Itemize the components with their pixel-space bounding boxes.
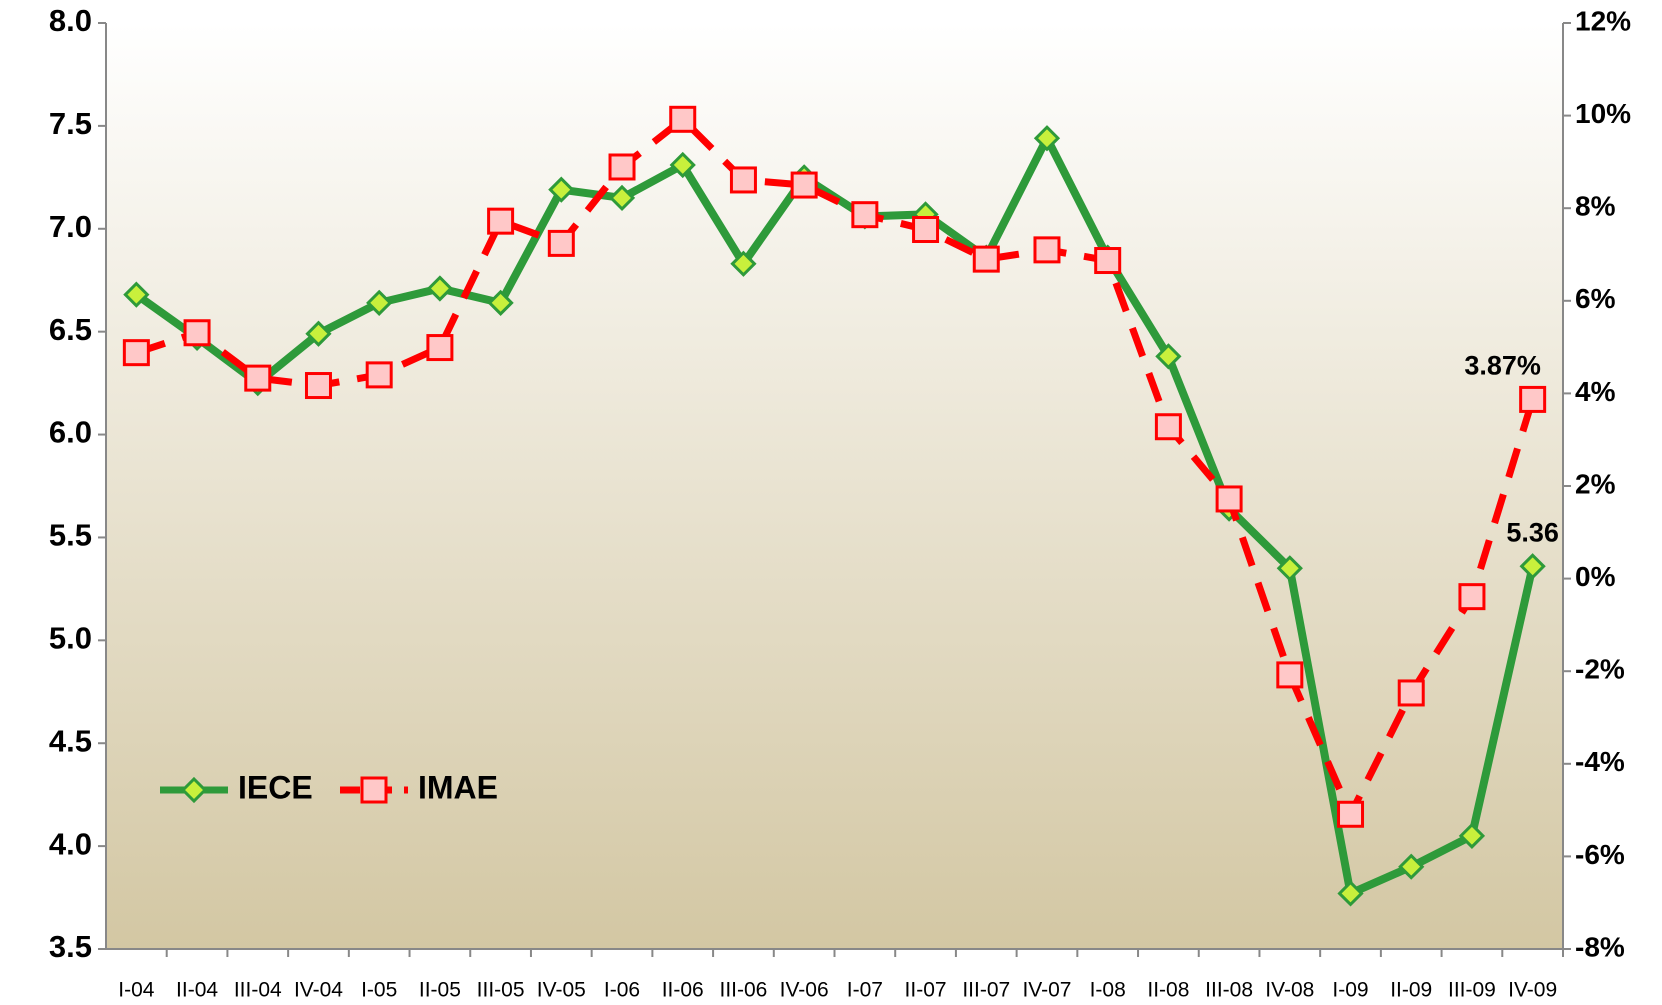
diamond-marker [305, 320, 332, 347]
diamond-marker [1033, 125, 1061, 152]
square-marker [972, 245, 1000, 273]
square-marker [912, 215, 940, 243]
x-tick-label: III-07 [962, 979, 1010, 1002]
square-marker [1154, 413, 1182, 441]
square-marker [790, 171, 818, 199]
square-marker [608, 153, 636, 181]
square-marker [426, 334, 454, 362]
diamond-marker [123, 281, 150, 308]
y-tick-label: 6.0 [49, 415, 92, 450]
y-tick-label: 5.5 [49, 518, 92, 553]
y2-tick-label: 4% [1575, 376, 1616, 407]
y-tick-label: 7.0 [49, 209, 92, 244]
y-tick-label: 3.5 [49, 929, 92, 964]
diamond-marker [730, 250, 757, 277]
x-tick-label: IV-05 [537, 979, 586, 1002]
x-tick-label: III-04 [234, 979, 282, 1002]
y2-tick-label: -2% [1575, 654, 1625, 685]
square-marker [729, 166, 757, 194]
square-marker [1276, 661, 1304, 689]
x-tick-label: II-04 [176, 979, 218, 1002]
diamond-marker [669, 151, 696, 179]
x-tick-label: III-09 [1448, 979, 1496, 1002]
square-marker [1397, 679, 1425, 707]
square-marker [1215, 485, 1243, 513]
x-tick-label: II-09 [1390, 979, 1432, 1002]
x-tick-label: II-07 [905, 979, 947, 1002]
square-marker [1519, 385, 1547, 413]
square-marker [1458, 583, 1486, 611]
legend-label: IMAE [418, 769, 498, 805]
y-tick-label: 5.0 [49, 621, 92, 656]
y2-tick-label: 10% [1575, 98, 1631, 129]
y2-tick-label: -8% [1575, 931, 1625, 962]
diamond-marker [608, 184, 636, 212]
y2-tick-label: 8% [1575, 191, 1616, 222]
data-label: 3.87% [1464, 351, 1541, 381]
x-tick-label: IV-08 [1265, 979, 1314, 1002]
y2-tick-label: 12% [1575, 5, 1631, 36]
square-marker [304, 372, 332, 400]
y-tick-label: 8.0 [49, 3, 92, 38]
y2-tick-label: 6% [1575, 283, 1616, 314]
x-tick-label: III-08 [1205, 979, 1253, 1002]
x-tick-label: II-06 [662, 979, 704, 1002]
y-tick-label: 4.0 [49, 826, 92, 861]
diamond-marker [1276, 555, 1303, 582]
x-tick-label: I-04 [118, 979, 155, 1002]
x-tick-label: I-05 [361, 979, 397, 1002]
diamond-marker [426, 275, 454, 302]
x-tick-label: IV-06 [780, 979, 829, 1002]
square-marker [1094, 247, 1122, 275]
y2-tick-label: 0% [1575, 561, 1616, 592]
square-marker [183, 319, 211, 347]
y-tick-label: 7.5 [49, 106, 92, 141]
diamond-marker [1398, 853, 1425, 880]
square-marker [669, 105, 697, 133]
square-marker [365, 361, 393, 389]
y-tick-label: 4.5 [49, 723, 92, 758]
square-marker [547, 229, 575, 257]
y2-tick-label: -4% [1575, 746, 1625, 777]
x-tick-label: IV-04 [294, 979, 343, 1002]
x-tick-label: I-06 [604, 979, 640, 1002]
square-marker [1337, 800, 1365, 828]
diamond-marker [548, 176, 575, 203]
square-marker [122, 339, 150, 367]
x-tick-label: IV-07 [1022, 979, 1071, 1002]
diamond-marker [487, 289, 514, 316]
square-marker [360, 776, 388, 804]
diamond-marker [180, 776, 208, 804]
square-marker [1033, 236, 1061, 264]
square-marker [244, 364, 272, 392]
plot-area [106, 23, 1563, 949]
legend-label: IECE [238, 769, 313, 805]
x-tick-label: I-08 [1090, 979, 1126, 1002]
x-tick-label: II-08 [1147, 979, 1189, 1002]
data-label: 5.36 [1506, 517, 1559, 547]
y2-tick-label: 2% [1575, 468, 1616, 499]
y-tick-label: 6.5 [49, 312, 92, 347]
diamond-marker [1155, 343, 1182, 370]
diamond-marker [366, 289, 393, 316]
x-tick-label: II-05 [419, 979, 461, 1002]
diamond-marker [1337, 880, 1364, 907]
square-marker [851, 201, 879, 229]
y2-tick-label: -6% [1575, 839, 1625, 870]
diamond-marker [1519, 553, 1546, 580]
x-tick-label: I-09 [1332, 979, 1368, 1002]
x-tick-label: III-05 [477, 979, 525, 1002]
x-tick-label: IV-09 [1508, 979, 1557, 1002]
square-marker [487, 207, 515, 235]
x-tick-label: III-06 [720, 979, 768, 1002]
diamond-marker [1458, 822, 1486, 849]
x-tick-label: I-07 [847, 979, 883, 1002]
